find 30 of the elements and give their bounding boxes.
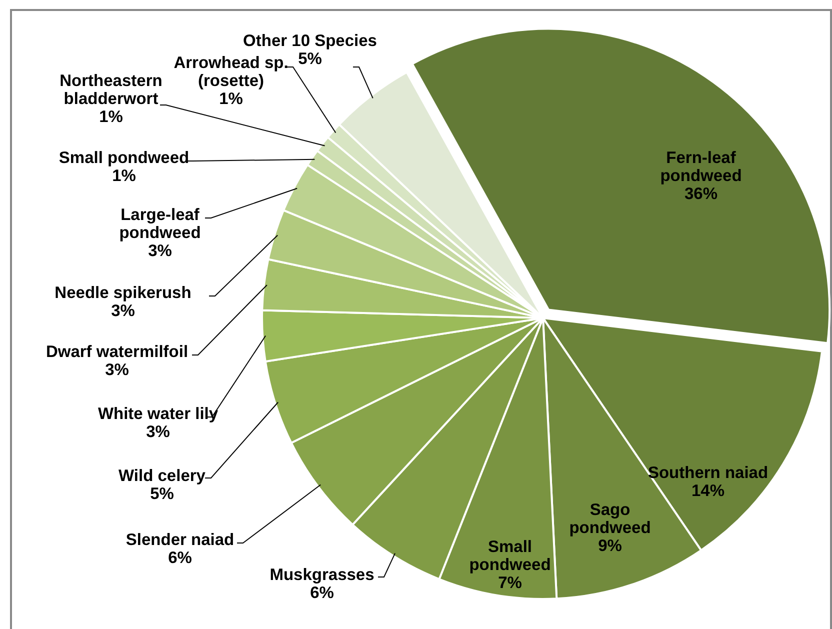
slice-label: Slender naiad (126, 531, 234, 549)
data-label: 5% (298, 50, 322, 68)
slice-label: Dwarf watermilfoil (46, 343, 188, 361)
data-label: 1% (99, 108, 124, 126)
slice-label: Northeastern bladderwort (60, 72, 162, 108)
data-label: 1% (112, 167, 136, 185)
data-label: 5% (150, 485, 174, 503)
slice-label: Small pondweed (469, 538, 551, 574)
data-label: 6% (310, 584, 334, 602)
slice-label: Wild celery (118, 467, 206, 485)
data-label: 1% (219, 90, 244, 108)
data-label: 3% (148, 242, 172, 260)
data-label: 9% (598, 537, 622, 555)
slice-label: Sago pondweed (569, 501, 651, 537)
data-label: 14% (691, 482, 725, 500)
slice-label: Arrowhead sp. (rosette) (174, 54, 288, 90)
slice-label: Muskgrasses (270, 566, 374, 584)
data-label: 7% (498, 574, 522, 592)
slice-label: Large-leaf pondweed (119, 206, 201, 242)
data-label: 6% (168, 549, 192, 567)
data-label: 3% (111, 302, 136, 320)
slice-label: Other 10 Species (243, 32, 377, 50)
slice-label: Small pondweed (58, 149, 190, 167)
slice-label: Fern-leaf pondweed (660, 149, 742, 185)
slice-label: White water lily (98, 405, 219, 423)
data-label: 3% (105, 361, 130, 379)
data-label: 36% (684, 185, 718, 203)
data-label: 3% (146, 423, 170, 441)
slice-label: Southern naiad (648, 464, 768, 482)
slice-label: Needle spikerush (54, 284, 192, 302)
